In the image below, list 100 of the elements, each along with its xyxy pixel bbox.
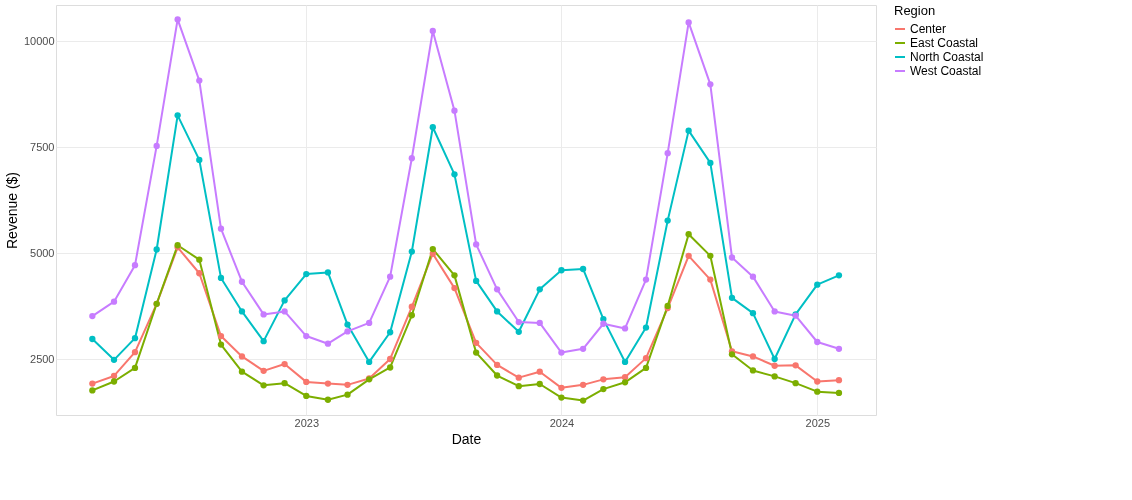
legend-title: Region [894,3,936,18]
point [835,345,843,352]
point [344,321,351,328]
x-tick-label: 2025 [805,416,831,429]
point [749,273,757,280]
point [771,308,778,315]
point [386,364,394,371]
point [110,298,118,305]
x-tick-label: 2023 [294,416,320,429]
point [472,277,480,285]
point [728,254,736,261]
point [366,319,373,327]
point [515,328,522,335]
point [515,374,522,381]
point [515,318,522,326]
legend-label: Center [910,22,947,36]
point [536,368,543,375]
point [89,312,96,320]
point [771,355,778,363]
point [814,281,821,288]
point [814,378,821,385]
point [771,373,778,380]
point [281,380,288,387]
point [260,337,267,345]
point [303,332,310,340]
point [429,245,436,253]
point [515,382,522,390]
point [174,16,181,23]
point [558,267,565,274]
point [89,380,96,387]
legend-label: West Coastal [910,64,982,78]
point [814,388,821,395]
point [579,381,587,389]
point [344,391,351,398]
y-tick-label: 5000 [30,246,55,259]
point [664,149,671,157]
point [835,272,843,279]
point [260,382,267,389]
legend-label: North Coastal [910,50,984,64]
point [408,155,415,162]
point [131,262,139,269]
point [451,284,458,292]
point [579,397,587,404]
point [642,364,650,372]
point [642,276,650,283]
point [174,112,181,119]
point [472,349,480,356]
point [408,248,415,255]
point [386,273,394,280]
point [429,27,436,35]
point [493,308,501,315]
point [131,349,139,356]
point [386,329,394,336]
y-tick-label: 10000 [23,34,55,47]
point [408,312,415,319]
point [324,396,332,403]
point [685,252,692,259]
point [600,385,607,393]
point [621,358,629,366]
point [217,225,225,232]
point [749,309,757,317]
point [536,286,543,293]
point [472,241,480,248]
point [217,341,225,348]
point [196,256,203,263]
point [260,311,267,318]
point [749,353,757,360]
point [217,332,225,340]
point [792,362,799,369]
point [366,358,373,366]
point [429,124,436,131]
point [238,368,246,375]
point [749,367,757,374]
point [110,356,118,363]
point [579,345,587,352]
point [408,303,415,310]
point [600,320,607,327]
point [238,353,246,360]
point [707,81,714,88]
point [217,274,225,282]
point [685,127,692,134]
point [664,217,671,224]
point [685,19,692,26]
point [707,252,714,259]
point [536,319,543,327]
point [89,335,96,343]
point [303,378,310,386]
point [110,378,118,385]
point [451,171,458,178]
point [238,278,246,285]
point [303,270,310,278]
point [451,107,458,114]
point [600,376,607,383]
point [344,381,351,389]
point [558,349,565,356]
point [792,380,799,387]
point [707,159,714,167]
point [685,231,692,238]
point [536,380,543,388]
point [324,380,332,387]
